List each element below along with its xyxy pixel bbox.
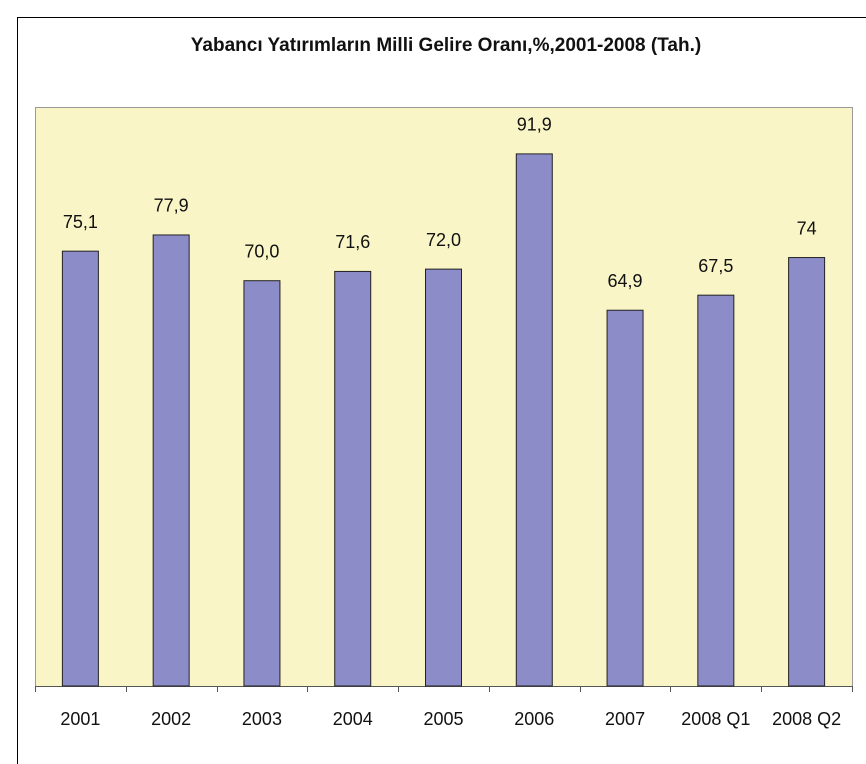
bar [606, 309, 644, 687]
bar [425, 268, 462, 687]
bar [243, 280, 281, 687]
data-label: 74 [797, 218, 817, 238]
x-tick-label: 2005 [423, 709, 463, 729]
data-label: 91,9 [517, 115, 552, 135]
bar [152, 234, 190, 687]
data-label: 71,6 [335, 232, 370, 252]
data-label: 75,1 [63, 212, 98, 232]
x-tick-label: 2007 [605, 709, 645, 729]
bar [334, 270, 372, 687]
bar [788, 257, 826, 687]
x-tick-label: 2008 Q1 [681, 709, 750, 729]
data-label: 77,9 [154, 196, 189, 216]
x-tick-label: 2004 [333, 709, 373, 729]
x-tick-label: 2002 [151, 709, 191, 729]
chart-title: Yabancı Yatırımların Milli Gelire Oranı,… [191, 35, 701, 56]
x-tick-label: 2006 [514, 709, 554, 729]
bar [61, 250, 99, 687]
data-label: 67,5 [698, 256, 733, 276]
x-tick-label: 2008 Q2 [772, 709, 841, 729]
data-label: 64,9 [608, 271, 643, 291]
bar [515, 153, 553, 687]
data-label: 72,0 [426, 230, 461, 250]
data-label: 70,0 [244, 241, 279, 261]
bar [697, 294, 735, 687]
x-tick-label: 2003 [242, 709, 282, 729]
x-tick-label: 2001 [60, 709, 100, 729]
